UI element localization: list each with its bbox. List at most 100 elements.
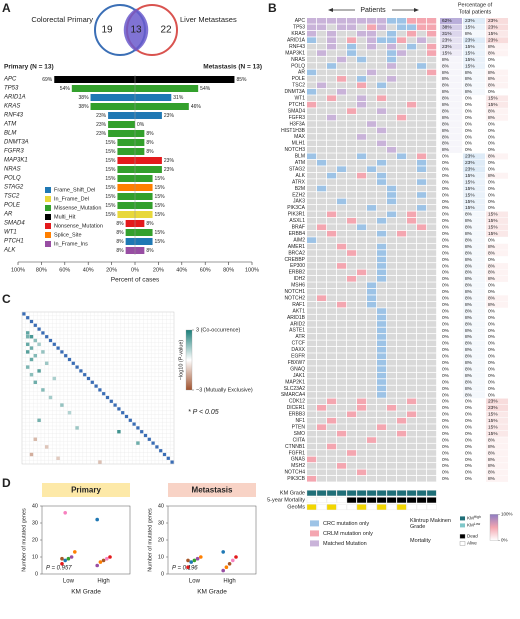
value-label: 15%	[155, 176, 166, 182]
mutation-cell	[417, 18, 427, 24]
mutation-cell	[337, 69, 347, 76]
pct-cell	[440, 76, 462, 82]
mutation-cell	[367, 50, 377, 56]
bar-metastasis	[135, 112, 162, 119]
mutation-cell	[397, 379, 407, 385]
mutation-cell	[347, 437, 357, 443]
bar-primary	[117, 193, 135, 200]
mutation-cell	[397, 43, 407, 50]
bar-primary	[125, 247, 135, 254]
gene-label: POLE	[4, 203, 21, 209]
mutation-cell	[427, 282, 437, 289]
mutation-cell	[427, 56, 437, 63]
data-point	[221, 550, 225, 554]
mutation-cell	[357, 153, 367, 160]
mutation-cell	[317, 95, 327, 102]
track-cell	[426, 490, 437, 497]
pct-label: 0%	[442, 218, 450, 224]
mutation-cell	[367, 127, 377, 134]
heatmap-diagonal	[45, 335, 49, 339]
mutation-cell	[337, 211, 347, 218]
mutation-cell	[367, 424, 377, 430]
mutation-cell	[337, 43, 347, 50]
gene-label: SMAD4	[4, 221, 25, 227]
mutation-cell	[397, 159, 407, 166]
mutation-cell	[307, 198, 317, 205]
mutation-cell	[307, 50, 317, 56]
bar-primary	[117, 139, 135, 146]
pct-label: 0%	[465, 412, 473, 418]
pct-label: 15%	[488, 231, 498, 237]
pct-cell	[463, 211, 485, 218]
mutation-cell	[357, 250, 367, 256]
pct-label: 0%	[488, 179, 496, 185]
mutation-cell	[427, 372, 437, 379]
mutation-cell	[377, 308, 387, 314]
heatmap-diagonal	[29, 319, 34, 324]
bar-metastasis	[135, 85, 199, 92]
value-label: 15%	[105, 149, 116, 155]
gene-label: MAP3K1	[4, 158, 28, 164]
mutation-cell	[367, 250, 377, 256]
mutation-cell	[317, 475, 327, 482]
pct-label: 0%	[488, 341, 496, 347]
gene-label: STAG2	[4, 185, 24, 191]
mutation-cell	[377, 295, 387, 301]
mutation-cell	[367, 63, 377, 69]
mutation-cell	[407, 340, 417, 347]
pct-label: 8%	[488, 44, 496, 50]
mutation-cell	[347, 469, 357, 476]
mutation-cell	[377, 159, 387, 166]
mutation-cell	[357, 30, 367, 37]
mutation-cell	[337, 308, 347, 314]
mutation-cell	[417, 366, 427, 372]
mutation-cell	[427, 456, 437, 463]
mutation-cell	[367, 288, 377, 295]
mutation-cell	[367, 437, 377, 443]
mutation-cell	[327, 37, 337, 43]
mutation-cell	[397, 166, 407, 172]
track-cell	[366, 497, 377, 504]
mutation-cell	[377, 43, 387, 50]
pct-cell	[486, 211, 508, 218]
mutation-cell	[317, 185, 327, 192]
mutation-cell	[377, 37, 387, 43]
pct-label: 8%	[488, 154, 496, 160]
bar-metastasis	[135, 148, 145, 155]
pct-cell	[463, 366, 485, 373]
mutation-cell	[367, 134, 377, 140]
mutation-cell	[307, 295, 317, 301]
mutation-cell	[317, 211, 327, 218]
mutation-cell	[417, 95, 427, 102]
pct-cell	[486, 224, 508, 231]
mutation-cell	[347, 443, 357, 450]
mutation-cell	[337, 405, 347, 411]
mutation-cell	[347, 282, 357, 289]
pct-label: 0%	[488, 308, 496, 314]
legend-swatch	[45, 241, 51, 247]
mutation-cell	[427, 308, 437, 314]
pct-label: 0%	[488, 328, 496, 334]
gene-label: NOTCH4	[284, 470, 305, 476]
legend-label-base: KM	[467, 523, 474, 528]
pct-label: 0%	[442, 457, 450, 463]
mutation-cell	[337, 314, 347, 321]
pct-label: 0%	[442, 392, 450, 398]
y-tick-label: 0	[35, 571, 38, 577]
pct-label: 8%	[465, 276, 473, 282]
mutation-cell	[317, 411, 327, 418]
pct-label: 0%	[442, 412, 450, 418]
legend-swatch	[45, 223, 51, 229]
pct-label: 8%	[465, 218, 473, 224]
mutation-cell	[427, 121, 437, 127]
mutation-cell	[377, 340, 387, 347]
pct-label: 0%	[442, 405, 450, 411]
mutation-cell	[427, 437, 437, 443]
mutation-cell	[377, 288, 387, 295]
mutation-cell	[357, 114, 367, 121]
bar-metastasis	[135, 166, 162, 173]
mutation-cell	[377, 463, 387, 469]
mutation-cell	[377, 385, 387, 392]
pct-label: 0%	[442, 244, 450, 250]
mutation-cell	[337, 50, 347, 56]
